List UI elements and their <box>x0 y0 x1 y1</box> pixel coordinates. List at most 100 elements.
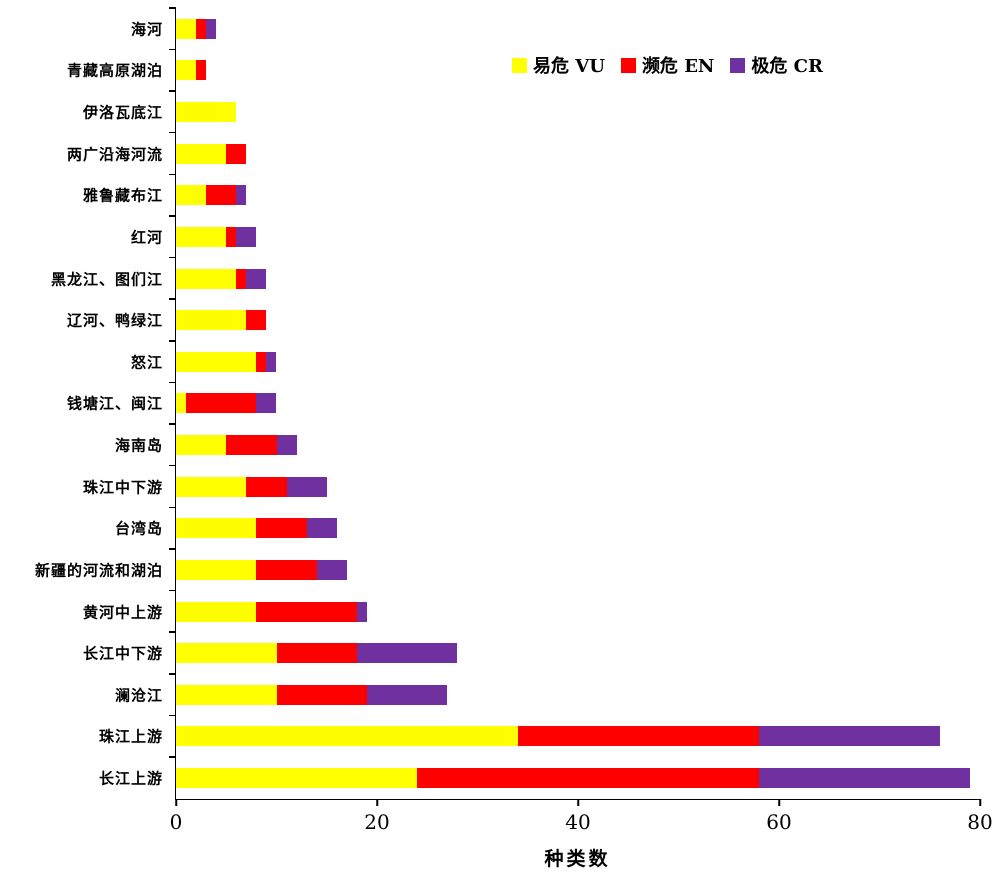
bar-row: 珠江上游 <box>99 714 980 758</box>
y-axis-tick <box>169 631 176 633</box>
bar-segment <box>276 435 297 456</box>
stacked-bar <box>176 226 980 247</box>
stacked-bar <box>176 726 980 747</box>
legend-item: 易危 VU <box>512 52 605 78</box>
bar-segment <box>176 601 257 622</box>
y-axis-tick <box>169 298 176 300</box>
category-label: 海河 <box>130 20 163 39</box>
category-label: 雅鲁藏布江 <box>82 186 163 205</box>
bar-row: 红河 <box>131 215 980 258</box>
bar-segment <box>246 268 267 289</box>
bar-segment <box>176 643 277 664</box>
x-axis-tick-label: 60 <box>766 810 792 834</box>
x-axis-tick <box>979 799 981 806</box>
legend-swatch <box>730 57 746 73</box>
bar-segment <box>196 60 207 81</box>
y-axis-tick <box>169 548 176 550</box>
stacked-bar <box>176 102 980 123</box>
y-axis-tick <box>169 589 176 592</box>
category-label: 青藏高原湖泊 <box>66 61 163 80</box>
bar-segment <box>236 226 257 247</box>
category-label: 两广沿海河流 <box>66 145 163 164</box>
bar-segment <box>176 768 418 789</box>
bar-segment <box>176 143 227 164</box>
category-label: 红河 <box>130 228 163 247</box>
y-axis-tick <box>169 173 176 175</box>
bar-segment <box>176 18 197 39</box>
stacked-bar <box>176 268 980 289</box>
bar-segment <box>176 226 227 247</box>
legend-label: 易危 VU <box>533 56 605 77</box>
category-label: 黑龙江、图们江 <box>50 270 163 289</box>
legend: 易危 VU 濒危 EN 极危 CR <box>512 52 823 78</box>
plot-area: 海河 青藏高原湖泊 伊洛瓦底江 两广沿海河流 雅鲁藏布江 红河 黑龙江、图们江 辽河、鸭绿江怒… <box>35 7 993 834</box>
legend-item: 濒危 EN <box>620 52 714 78</box>
legend-swatch <box>620 57 636 73</box>
bar-segment <box>256 518 307 539</box>
bar-segment <box>176 60 197 81</box>
stacked-bar <box>176 601 980 622</box>
bar-row: 海河 <box>131 7 980 50</box>
bar-row: 青藏高原湖泊 <box>67 48 980 92</box>
y-axis-tick <box>169 464 176 467</box>
y-axis-tick <box>169 131 176 134</box>
bar-segment <box>276 643 357 664</box>
y-axis-tick <box>169 340 176 342</box>
category-label: 珠江上游 <box>98 727 163 746</box>
y-axis-tick <box>169 506 176 508</box>
y-axis-tick <box>169 381 176 384</box>
bar-row: 澜沧江 <box>115 673 980 716</box>
bar-segment <box>176 185 207 206</box>
stacked-bar <box>176 60 980 81</box>
y-axis-tick <box>169 215 176 217</box>
bar-segment <box>417 768 759 789</box>
bar-segment <box>176 102 237 123</box>
bar-segment <box>186 393 257 414</box>
bar-segment <box>226 435 277 456</box>
x-axis-tick-label: 0 <box>169 810 183 834</box>
bar-segment <box>196 18 207 39</box>
category-label: 珠江中下游 <box>82 478 163 497</box>
bar-row: 海南岛 <box>115 423 980 466</box>
bar-segment <box>236 185 247 206</box>
category-label: 台湾岛 <box>114 519 163 538</box>
legend-item: 极危 CR <box>730 52 823 78</box>
legend-swatch <box>512 57 527 73</box>
bar-segment <box>256 393 277 414</box>
bar-row: 台湾岛 <box>115 506 980 550</box>
bar-segment <box>176 393 187 414</box>
bar-segment <box>206 185 237 206</box>
stacked-bar <box>176 643 980 664</box>
bar-row: 伊洛瓦底江 <box>83 90 980 133</box>
y-axis-tick <box>169 423 176 425</box>
category-label: 海南岛 <box>114 436 163 455</box>
stacked-bar <box>176 143 980 164</box>
bar-row: 长江上游 <box>99 756 980 799</box>
bar-row: 辽河、鸭绿江 <box>67 298 980 341</box>
bar-segment <box>176 684 277 705</box>
bar-segment <box>176 435 227 456</box>
bar-segment <box>176 476 247 497</box>
bar-segment <box>276 684 367 705</box>
stacked-bar <box>176 393 980 414</box>
bar-segment <box>517 726 759 747</box>
bar-row: 长江中下游 <box>83 631 980 674</box>
bar-segment <box>176 351 257 372</box>
bar-row: 黄河中上游 <box>83 589 980 633</box>
stacked-bar <box>176 435 980 456</box>
bar-segment <box>758 768 970 789</box>
bar-segment <box>226 143 247 164</box>
bar-segment <box>286 476 327 497</box>
bar-segment <box>366 684 448 705</box>
bar-segment <box>176 310 247 331</box>
x-axis-tick-label: 40 <box>565 810 591 834</box>
x-axis-tick-label: 20 <box>364 810 390 834</box>
bar-segment <box>206 18 217 39</box>
y-axis-tick <box>169 756 176 758</box>
category-label: 钱塘江、闽江 <box>66 394 163 413</box>
bar-segment <box>236 268 247 289</box>
x-axis-tick <box>175 799 177 806</box>
bar-segment <box>246 310 267 331</box>
bar-segment <box>226 226 237 247</box>
